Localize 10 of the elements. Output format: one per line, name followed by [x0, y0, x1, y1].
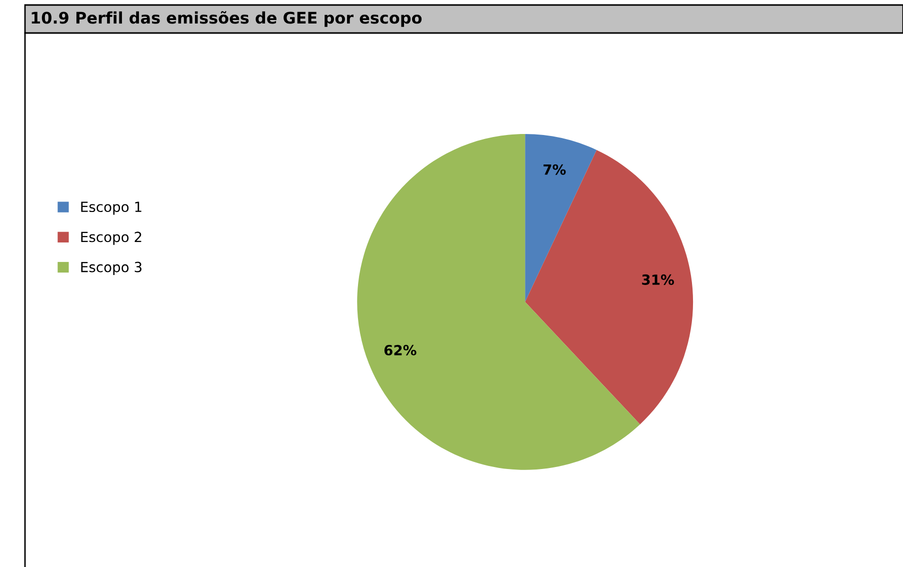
chart-title: 10.9 Perfil das emissões de GEE por escopo — [32, 11, 422, 27]
legend-label: Escopo 3 — [81, 262, 142, 275]
pie-slice — [525, 134, 597, 302]
pie-slice — [357, 134, 640, 470]
data-label: 31% — [642, 274, 674, 285]
legend-label: Escopo 2 — [81, 232, 142, 245]
data-label: 7% — [544, 164, 566, 175]
pie-slice — [525, 150, 694, 424]
data-label: 62% — [384, 344, 416, 356]
legend-label: Escopo 1 — [81, 202, 142, 215]
